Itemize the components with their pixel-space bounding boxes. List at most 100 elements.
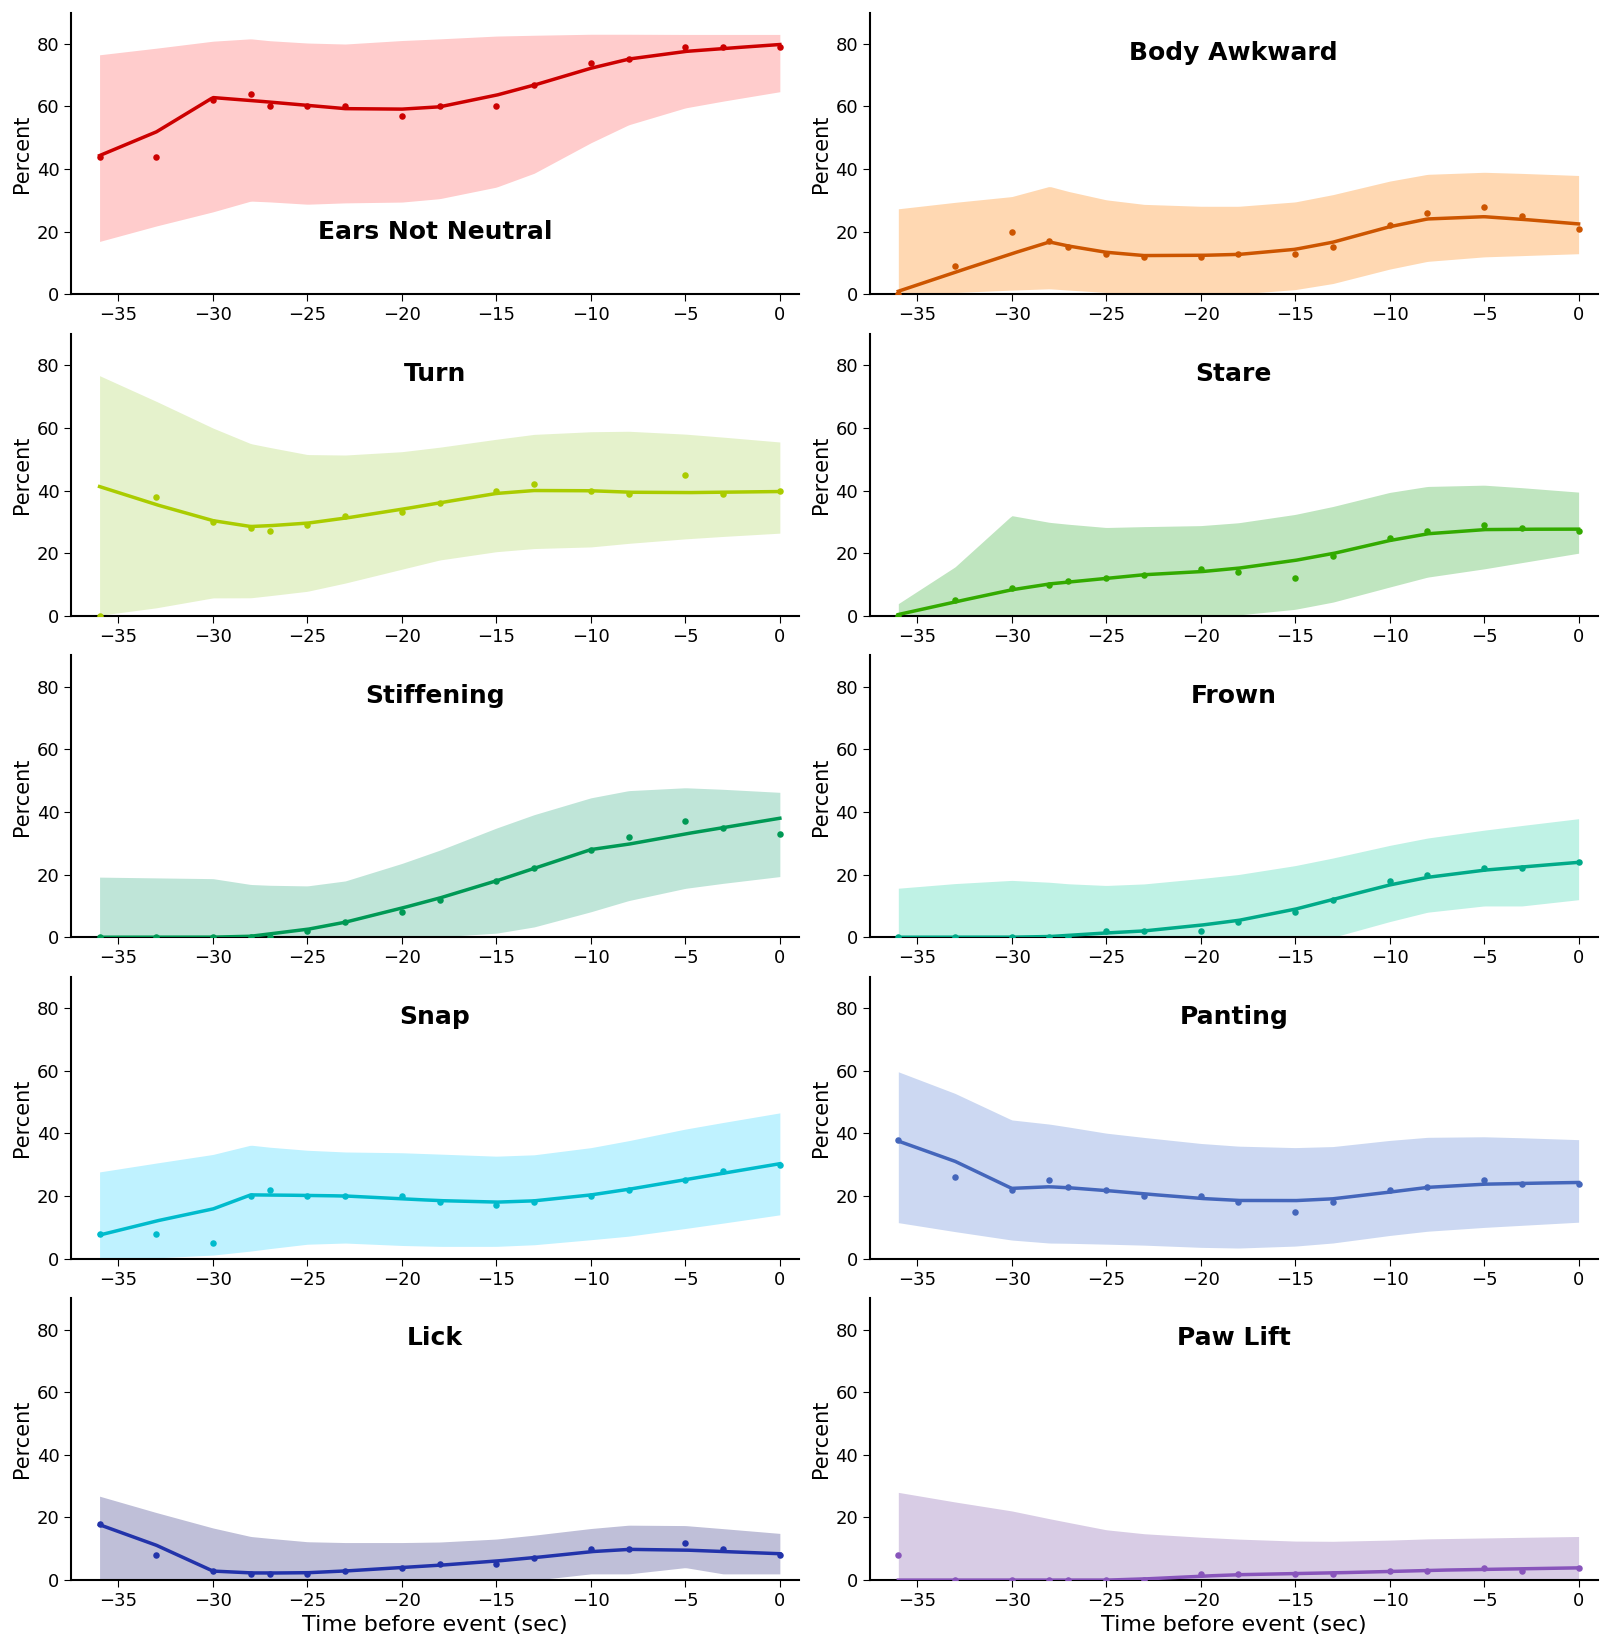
- Point: [332, 503, 357, 529]
- X-axis label: Time before event (sec): Time before event (sec): [303, 1615, 568, 1635]
- Y-axis label: Percent: Percent: [811, 114, 831, 193]
- Point: [1093, 241, 1119, 267]
- Point: [1565, 517, 1591, 544]
- Point: [483, 1551, 509, 1577]
- Point: [615, 824, 641, 850]
- Point: [87, 1511, 113, 1538]
- Point: [1132, 562, 1158, 588]
- Point: [886, 1127, 911, 1154]
- Point: [483, 1192, 509, 1218]
- Point: [1225, 908, 1251, 934]
- Point: [1282, 1561, 1307, 1587]
- Text: Frown: Frown: [1191, 684, 1277, 707]
- Point: [1037, 1167, 1063, 1193]
- Point: [766, 478, 792, 504]
- Point: [942, 254, 968, 280]
- Point: [1132, 244, 1158, 270]
- Y-axis label: Percent: Percent: [811, 1078, 831, 1157]
- Point: [1565, 1554, 1591, 1580]
- Text: Paw Lift: Paw Lift: [1177, 1327, 1291, 1350]
- Point: [1188, 1183, 1214, 1210]
- Point: [1093, 565, 1119, 592]
- Point: [886, 282, 911, 308]
- Point: [886, 1543, 911, 1569]
- Point: [1565, 1170, 1591, 1196]
- Point: [522, 855, 547, 882]
- Y-axis label: Percent: Percent: [13, 435, 32, 514]
- Point: [87, 603, 113, 630]
- Point: [143, 1221, 169, 1248]
- Point: [615, 46, 641, 73]
- Point: [1188, 918, 1214, 944]
- Point: [710, 481, 736, 508]
- Point: [483, 868, 509, 895]
- Point: [1320, 1190, 1346, 1216]
- Y-axis label: Percent: Percent: [13, 1401, 32, 1478]
- Point: [1225, 1190, 1251, 1216]
- Point: [256, 517, 282, 544]
- Point: [1037, 227, 1063, 254]
- Point: [1509, 203, 1534, 229]
- Point: [256, 94, 282, 120]
- Point: [200, 1229, 225, 1256]
- Point: [578, 837, 604, 864]
- Point: [998, 1567, 1024, 1594]
- Point: [200, 87, 225, 114]
- Text: Snap: Snap: [399, 1005, 470, 1028]
- Point: [673, 808, 699, 834]
- Point: [427, 489, 452, 516]
- Point: [295, 94, 320, 120]
- Point: [143, 1543, 169, 1569]
- Point: [886, 603, 911, 630]
- Point: [1377, 213, 1402, 239]
- Point: [1377, 868, 1402, 895]
- Point: [766, 1543, 792, 1569]
- Point: [1282, 900, 1307, 926]
- Y-axis label: Percent: Percent: [13, 1078, 32, 1157]
- Point: [1056, 925, 1082, 951]
- Point: [766, 33, 792, 59]
- Text: Turn: Turn: [404, 363, 467, 386]
- Point: [942, 925, 968, 951]
- Point: [1093, 918, 1119, 944]
- Point: [390, 1183, 415, 1210]
- X-axis label: Time before event (sec): Time before event (sec): [1101, 1615, 1367, 1635]
- Point: [1472, 1554, 1497, 1580]
- Point: [1132, 1183, 1158, 1210]
- Point: [256, 1561, 282, 1587]
- Point: [1320, 887, 1346, 913]
- Point: [427, 1551, 452, 1577]
- Point: [522, 71, 547, 97]
- Point: [390, 499, 415, 526]
- Point: [332, 908, 357, 934]
- Point: [200, 509, 225, 536]
- Point: [390, 102, 415, 129]
- Point: [673, 33, 699, 59]
- Point: [710, 1159, 736, 1185]
- Point: [578, 1183, 604, 1210]
- Point: [886, 925, 911, 951]
- Point: [256, 925, 282, 951]
- Text: Stiffening: Stiffening: [365, 684, 506, 707]
- Point: [942, 1163, 968, 1190]
- Point: [1565, 216, 1591, 242]
- Point: [483, 94, 509, 120]
- Text: Stare: Stare: [1196, 363, 1272, 386]
- Point: [942, 1567, 968, 1594]
- Point: [522, 471, 547, 498]
- Point: [332, 1557, 357, 1584]
- Point: [998, 1177, 1024, 1203]
- Point: [295, 1183, 320, 1210]
- Point: [238, 81, 264, 107]
- Point: [1377, 1557, 1402, 1584]
- Point: [1509, 1170, 1534, 1196]
- Point: [578, 478, 604, 504]
- Point: [1320, 234, 1346, 260]
- Point: [238, 925, 264, 951]
- Point: [1415, 199, 1441, 226]
- Point: [1093, 1567, 1119, 1594]
- Point: [332, 94, 357, 120]
- Point: [673, 1167, 699, 1193]
- Point: [1056, 1567, 1082, 1594]
- Y-axis label: Percent: Percent: [811, 435, 831, 514]
